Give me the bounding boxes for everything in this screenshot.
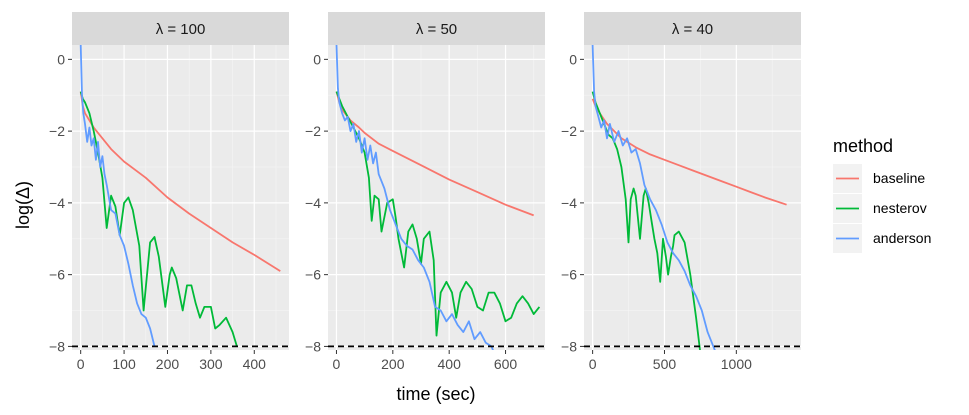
- series-line-anderson: [79, 45, 156, 347]
- y-tick-label: −2: [561, 123, 577, 139]
- x-tick-label: 300: [199, 356, 223, 372]
- x-tick-label: 200: [381, 356, 405, 372]
- facet-strip-label: λ = 40: [672, 21, 713, 38]
- facet-strip: [328, 12, 545, 45]
- facet-panel: λ = 50 0 200 400 600: [328, 12, 545, 372]
- x-tick-label: 400: [243, 356, 267, 372]
- y-tick-label: −6: [49, 267, 65, 283]
- series-line-nesterov: [79, 91, 238, 347]
- series-group: [591, 45, 787, 350]
- y-tick-label: −8: [49, 338, 65, 354]
- y-tick-label: −4: [305, 195, 321, 211]
- series-line-baseline: [591, 98, 787, 206]
- legend-label: anderson: [873, 230, 931, 246]
- y-tick-label: −8: [305, 338, 321, 354]
- series-line-anderson: [335, 45, 494, 350]
- y-tick-label: −2: [49, 123, 65, 139]
- legend-title: method: [833, 136, 893, 156]
- y-axis: 0 −2 −4 −6 −8 0 −2 −4 −6 −8 0 −2 −4 −6 −8: [49, 51, 584, 354]
- x-tick-label: 600: [494, 356, 518, 372]
- facet-strip-label: λ = 100: [156, 21, 206, 38]
- panel-background: [584, 45, 801, 350]
- y-tick-label: 0: [57, 51, 65, 67]
- facet-panel: λ = 40 0 500 1000: [584, 12, 801, 372]
- x-tick-label: 200: [156, 356, 180, 372]
- series-line-anderson: [591, 45, 716, 350]
- y-tick-label: −4: [561, 195, 577, 211]
- legend-label: nesterov: [873, 200, 927, 216]
- y-tick-label: −6: [305, 267, 321, 283]
- x-tick-label: 1000: [721, 356, 752, 372]
- series-line-baseline: [335, 91, 535, 217]
- facet-panel: λ = 100 0 100 200 300 400: [72, 12, 289, 372]
- series-line-nesterov: [335, 91, 541, 337]
- x-tick-label: 100: [112, 356, 136, 372]
- facet-strip-label: λ = 50: [416, 21, 457, 38]
- x-tick-label: 400: [438, 356, 462, 372]
- legend: method baseline nesterov anderson: [833, 136, 931, 253]
- facet-strip: [72, 12, 289, 45]
- series-group: [335, 45, 541, 350]
- facet-strip: [584, 12, 801, 45]
- y-tick-label: −8: [561, 338, 577, 354]
- x-tick-label: 500: [653, 356, 677, 372]
- panel-background: [328, 45, 545, 350]
- x-tick-label: 0: [589, 356, 597, 372]
- y-axis-title: log(Δ): [13, 181, 33, 229]
- y-tick-label: −4: [49, 195, 65, 211]
- x-tick-label: 0: [77, 356, 85, 372]
- x-tick-label: 0: [333, 356, 341, 372]
- y-tick-label: −6: [561, 267, 577, 283]
- y-tick-label: 0: [313, 51, 321, 67]
- y-tick-label: 0: [569, 51, 577, 67]
- legend-label: baseline: [873, 170, 925, 186]
- series-line-baseline: [79, 91, 281, 272]
- y-tick-label: −2: [305, 123, 321, 139]
- series-group: [79, 45, 281, 347]
- x-axis-title: time (sec): [396, 384, 475, 404]
